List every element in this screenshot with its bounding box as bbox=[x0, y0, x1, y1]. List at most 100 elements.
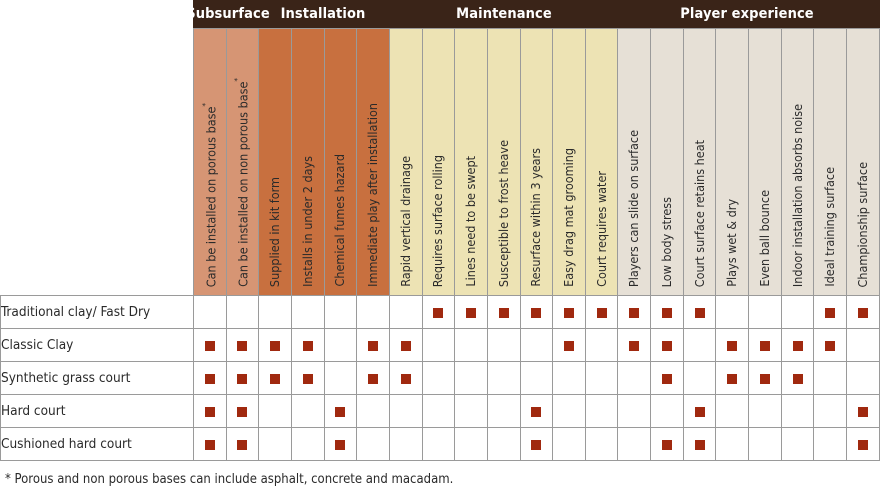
table-cell bbox=[780, 295, 815, 329]
table-cell bbox=[225, 295, 260, 329]
group-label-maintenance: Maintenance bbox=[456, 6, 552, 22]
table-cell bbox=[192, 295, 227, 329]
table-cell bbox=[748, 394, 782, 428]
table-cell bbox=[486, 394, 521, 428]
table-cell bbox=[780, 427, 815, 461]
table-cell bbox=[584, 295, 619, 329]
column-label-text: Can be installed on non porous base bbox=[235, 81, 251, 287]
check-mark-square bbox=[531, 407, 542, 417]
table-cell bbox=[258, 295, 292, 329]
column-label: Installs in under 2 days bbox=[300, 156, 315, 287]
column-header-even-ball-bounce: Even ball bounce bbox=[748, 28, 782, 296]
table-corner bbox=[0, 28, 194, 296]
table-cell bbox=[225, 328, 260, 362]
table-cell bbox=[258, 361, 292, 395]
column-label: Can be installed on porous base* bbox=[200, 102, 218, 287]
table-cell bbox=[421, 394, 456, 428]
column-label-text: Even ball bounce bbox=[756, 190, 772, 287]
table-cell bbox=[813, 427, 848, 461]
table-cell bbox=[780, 361, 815, 395]
row-label-traditional-clay-fast-dry: Traditional clay/ Fast Dry bbox=[0, 295, 194, 329]
check-mark-square bbox=[270, 374, 281, 384]
table-cell bbox=[650, 394, 684, 428]
table-cell bbox=[192, 394, 227, 428]
column-label: Immediate play after installation bbox=[365, 103, 380, 287]
table-cell bbox=[323, 295, 358, 329]
table-row: Classic Clay bbox=[0, 328, 880, 362]
column-label: Supplied in kit form bbox=[266, 176, 282, 287]
table-cell bbox=[715, 328, 750, 362]
table-cell bbox=[617, 361, 652, 395]
check-mark-square bbox=[335, 440, 346, 450]
table-cell bbox=[650, 295, 684, 329]
table-cell bbox=[617, 295, 652, 329]
table-cell bbox=[552, 295, 586, 329]
check-mark-square bbox=[368, 341, 379, 351]
table-cell bbox=[356, 394, 390, 428]
column-label-text: Susceptible to frost heave bbox=[495, 139, 511, 287]
check-mark-square bbox=[858, 407, 869, 417]
table-cell bbox=[846, 361, 880, 395]
column-note-marker: * bbox=[200, 102, 210, 107]
check-mark-square bbox=[825, 341, 836, 351]
check-mark-square bbox=[466, 308, 477, 318]
row-label-synthetic-grass-court: Synthetic grass court bbox=[0, 361, 194, 395]
table-cell bbox=[748, 361, 782, 395]
table-cell bbox=[813, 394, 848, 428]
column-header-plays-wet-and-dry: Plays wet & dry bbox=[715, 28, 750, 296]
check-mark-square bbox=[694, 440, 705, 450]
check-mark-square bbox=[629, 308, 640, 318]
column-header-court-surface-retains-heat: Court surface retains heat bbox=[682, 28, 717, 296]
column-label-text: Supplied in kit form bbox=[266, 176, 282, 287]
table-cell bbox=[519, 295, 554, 329]
column-label: Ideal training surface bbox=[822, 167, 837, 287]
table-cell bbox=[225, 427, 260, 461]
column-label: Lines need to be swept bbox=[462, 156, 478, 287]
column-label: Can be installed on non porous base* bbox=[234, 78, 251, 287]
check-mark-square bbox=[727, 374, 738, 384]
table-cell bbox=[552, 427, 586, 461]
table-cell bbox=[780, 328, 815, 362]
table-cell bbox=[584, 328, 619, 362]
table-cell bbox=[682, 295, 717, 329]
column-label: Easy drag mat grooming bbox=[561, 148, 576, 287]
check-mark-square bbox=[564, 308, 574, 318]
column-label: Low body stress bbox=[659, 197, 674, 287]
table-cell bbox=[454, 295, 488, 329]
check-mark-square bbox=[661, 308, 672, 318]
check-mark-square bbox=[858, 308, 869, 318]
column-header-installs-in-under-2-days: Installs in under 2 days bbox=[290, 28, 325, 296]
table-cell bbox=[323, 427, 358, 461]
table-cell bbox=[454, 328, 488, 362]
check-mark-square bbox=[400, 374, 411, 384]
column-label-text: Lines need to be swept bbox=[462, 156, 478, 287]
check-mark-square bbox=[759, 374, 770, 384]
column-label-text: Plays wet & dry bbox=[724, 199, 740, 287]
table-cell bbox=[290, 394, 325, 428]
group-header-band: Subsurface Installation Maintenance Play… bbox=[186, 0, 880, 28]
column-label-text: Players can slide on surface bbox=[626, 129, 642, 287]
table-cell bbox=[715, 361, 750, 395]
column-header-championship-surface: Championship surface bbox=[846, 28, 880, 296]
check-mark-square bbox=[531, 308, 542, 318]
column-label-text: Court requires water bbox=[593, 171, 609, 287]
table-cell bbox=[846, 394, 880, 428]
table-cell bbox=[225, 361, 260, 395]
check-mark-square bbox=[302, 341, 313, 351]
table-cell bbox=[192, 328, 227, 362]
check-mark-square bbox=[694, 308, 705, 318]
check-mark-square bbox=[727, 341, 738, 351]
check-mark-square bbox=[204, 374, 215, 384]
table-cell bbox=[846, 328, 880, 362]
table-row: Hard court bbox=[0, 394, 880, 428]
table-cell bbox=[323, 394, 358, 428]
column-label: Requires surface rolling bbox=[430, 155, 445, 287]
row-label-classic-clay: Classic Clay bbox=[0, 328, 194, 362]
table-cell bbox=[650, 361, 684, 395]
table-cell bbox=[486, 295, 521, 329]
check-mark-square bbox=[661, 374, 672, 384]
column-label: Championship surface bbox=[855, 162, 870, 288]
check-mark-square bbox=[531, 440, 542, 450]
table-cell bbox=[454, 361, 488, 395]
